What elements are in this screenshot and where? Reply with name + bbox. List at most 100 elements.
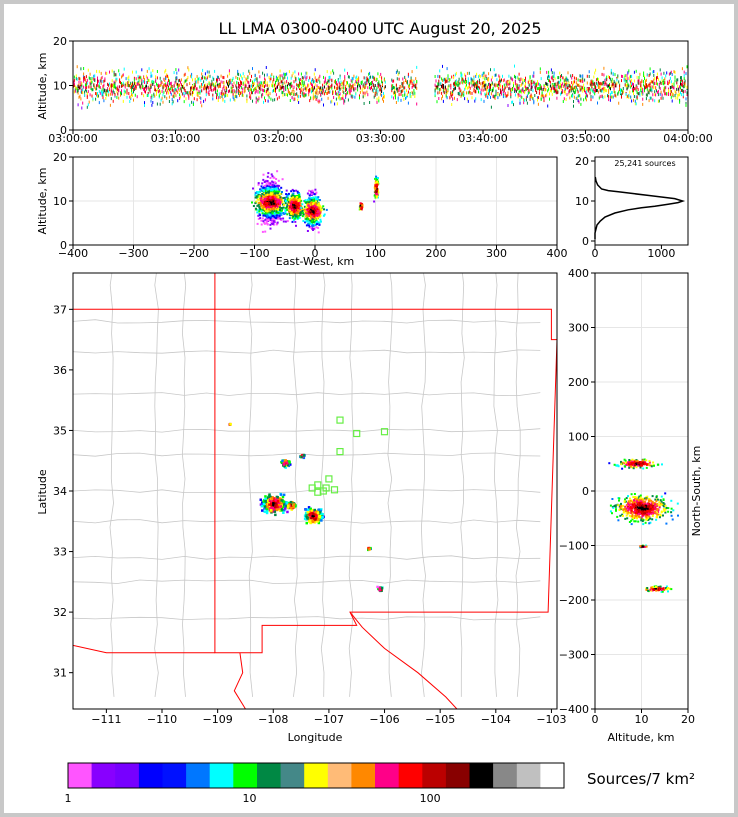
time-height-source-mark (275, 87, 276, 91)
time-height-source-mark (236, 90, 238, 94)
ew-altitude-source-mark (307, 201, 310, 204)
time-height-source-mark (437, 87, 439, 91)
time-height-source-mark (377, 72, 379, 76)
time-height-source-mark (447, 85, 449, 89)
time-height-source-mark (156, 83, 158, 87)
ew-altitude-source-mark (288, 212, 291, 214)
time-height-source-mark (519, 98, 521, 102)
time-height-xtick-label: 03:30:00 (356, 132, 405, 145)
time-height-source-mark (553, 74, 555, 78)
time-height-source-mark (618, 80, 620, 84)
time-height-source-mark (407, 74, 409, 78)
ew-altitude-source-mark (262, 173, 265, 176)
time-height-source-mark (356, 78, 358, 82)
ew-altitude-source-mark (291, 208, 294, 211)
time-height-source-mark (562, 76, 564, 80)
time-height-source-mark (571, 89, 573, 93)
ew-altitude-source-mark (292, 213, 295, 216)
time-height-source-mark (514, 64, 515, 68)
time-height-source-mark (338, 81, 340, 85)
time-height-source-mark (147, 86, 149, 90)
ew-altitude-source-mark (257, 217, 260, 220)
time-height-source-mark (635, 86, 637, 90)
time-height-source-mark (597, 83, 599, 87)
ew-altitude-source-mark (268, 191, 271, 194)
time-height-source-mark (205, 87, 207, 91)
ew-altitude-source-mark (311, 220, 314, 223)
ew-altitude-source-mark (279, 203, 281, 205)
time-height-source-mark (633, 79, 635, 83)
time-height-source-mark (393, 86, 395, 89)
time-height-source-mark (483, 99, 485, 103)
ew-altitude-source-mark (309, 200, 312, 203)
time-height-source-mark (682, 90, 684, 94)
time-height-source-mark (115, 86, 117, 90)
time-height-source-mark (316, 88, 318, 92)
time-height-source-mark (145, 74, 147, 78)
time-height-source-mark (214, 85, 216, 89)
ew-altitude-source-mark (278, 204, 281, 207)
time-height-source-mark (663, 79, 665, 82)
time-height-source-mark (608, 84, 610, 88)
time-height-source-mark (101, 79, 103, 83)
time-height-source-mark (647, 83, 649, 87)
time-height-source-mark (441, 91, 443, 95)
ew-altitude-source-mark (303, 200, 306, 203)
time-height-source-mark (93, 74, 95, 78)
time-height-source-mark (381, 80, 383, 84)
time-height-source-mark (218, 95, 220, 99)
time-height-source-mark (611, 77, 613, 81)
time-height-source-mark (335, 81, 337, 84)
time-height-source-mark (588, 75, 590, 78)
ew-altitude-source-mark (289, 214, 292, 217)
ew-altitude-source-mark (293, 197, 296, 200)
time-height-source-mark (459, 81, 461, 85)
time-height-source-mark (573, 89, 574, 93)
time-height-source-mark (522, 81, 524, 85)
time-height-source-mark (104, 77, 106, 81)
time-height-source-mark (363, 102, 365, 105)
time-height-source-mark (245, 77, 247, 81)
time-height-source-mark (568, 84, 570, 88)
time-height-source-mark (334, 85, 336, 89)
time-height-source-mark (250, 78, 252, 82)
ew-altitude-source-mark (270, 173, 273, 176)
time-height-source-mark (413, 89, 415, 92)
time-height-source-mark (464, 73, 466, 77)
time-height-source-mark (640, 84, 642, 88)
time-height-source-mark (318, 76, 320, 80)
time-height-source-mark (323, 85, 325, 89)
time-height-source-mark (585, 92, 587, 96)
time-height-source-mark (565, 82, 567, 86)
time-height-source-mark (451, 94, 453, 98)
ew-altitude-source-mark (276, 216, 279, 219)
ew-altitude-source-mark (282, 206, 285, 209)
ew-altitude-source-mark (317, 221, 320, 224)
time-height-source-mark (605, 81, 607, 85)
time-height-source-mark (585, 96, 586, 100)
time-height-source-mark (675, 91, 677, 95)
ew-altitude-source-mark (308, 218, 311, 221)
time-height-source-mark (150, 83, 152, 87)
time-height-source-mark (370, 75, 371, 79)
time-height-source-mark (327, 96, 329, 100)
time-height-source-mark (248, 89, 250, 92)
time-height-source-mark (520, 84, 522, 88)
time-height-source-mark (530, 93, 532, 97)
time-height-source-mark (350, 94, 352, 98)
time-height-source-mark (438, 79, 440, 83)
time-height-source-mark (540, 77, 542, 81)
time-height-source-mark (611, 95, 613, 99)
time-height-source-mark (632, 82, 633, 86)
time-height-source-mark (228, 69, 230, 73)
time-height-source-mark (162, 86, 164, 90)
time-height-source-mark (632, 89, 633, 93)
time-height-source-mark (680, 91, 681, 95)
time-height-source-mark (415, 84, 417, 87)
time-height-source-mark (561, 90, 563, 94)
time-height-source-mark (120, 91, 121, 95)
time-height-ytick-label: 10 (53, 80, 67, 93)
ew-altitude-source-mark (317, 226, 320, 229)
time-height-source-mark (490, 92, 492, 96)
time-height-source-mark (282, 93, 284, 97)
